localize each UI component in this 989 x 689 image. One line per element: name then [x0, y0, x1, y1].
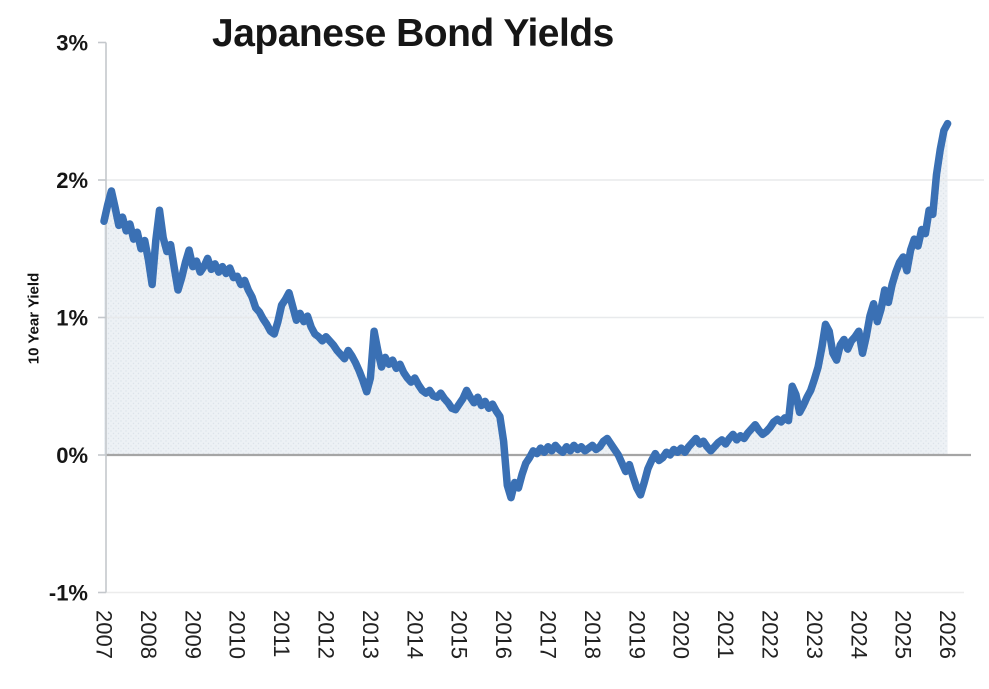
x-tick-label-2016: 2016	[491, 610, 516, 659]
x-tick-label-2025: 2025	[891, 610, 916, 659]
x-tick-label-2015: 2015	[447, 610, 472, 659]
x-tick-label-2022: 2022	[758, 610, 783, 659]
x-tick-label-2012: 2012	[314, 610, 339, 659]
yield-area-fill	[104, 123, 948, 455]
x-tick-label-2008: 2008	[136, 610, 161, 659]
chart-title: Japanese Bond Yields	[212, 12, 614, 55]
x-tick-label-2020: 2020	[669, 610, 694, 659]
y-tick-label-0: 0%	[56, 443, 88, 468]
x-tick-label-2011: 2011	[269, 610, 294, 657]
x-tick-label-2017: 2017	[536, 610, 561, 659]
y-axis-title: 10 Year Yield	[25, 272, 43, 365]
x-tick-label-2014: 2014	[402, 610, 427, 659]
y-tick-label--1: -1%	[49, 581, 88, 606]
x-tick-label-2010: 2010	[225, 610, 250, 659]
x-tick-label-2024: 2024	[846, 610, 871, 659]
x-tick-label-2007: 2007	[92, 610, 117, 659]
x-tick-label-2018: 2018	[580, 610, 605, 659]
y-tick-label-1: 1%	[56, 306, 88, 331]
y-tick-label-2: 2%	[56, 168, 88, 193]
y-tick-label-3: 3%	[56, 31, 88, 56]
x-tick-label-2026: 2026	[935, 610, 960, 659]
x-tick-label-2023: 2023	[802, 610, 827, 659]
x-tick-label-2021: 2021	[713, 610, 738, 659]
x-tick-label-2013: 2013	[358, 610, 383, 659]
yield-line	[100, 119, 952, 502]
x-tick-label-2019: 2019	[624, 610, 649, 659]
x-tick-label-2009: 2009	[180, 610, 205, 659]
